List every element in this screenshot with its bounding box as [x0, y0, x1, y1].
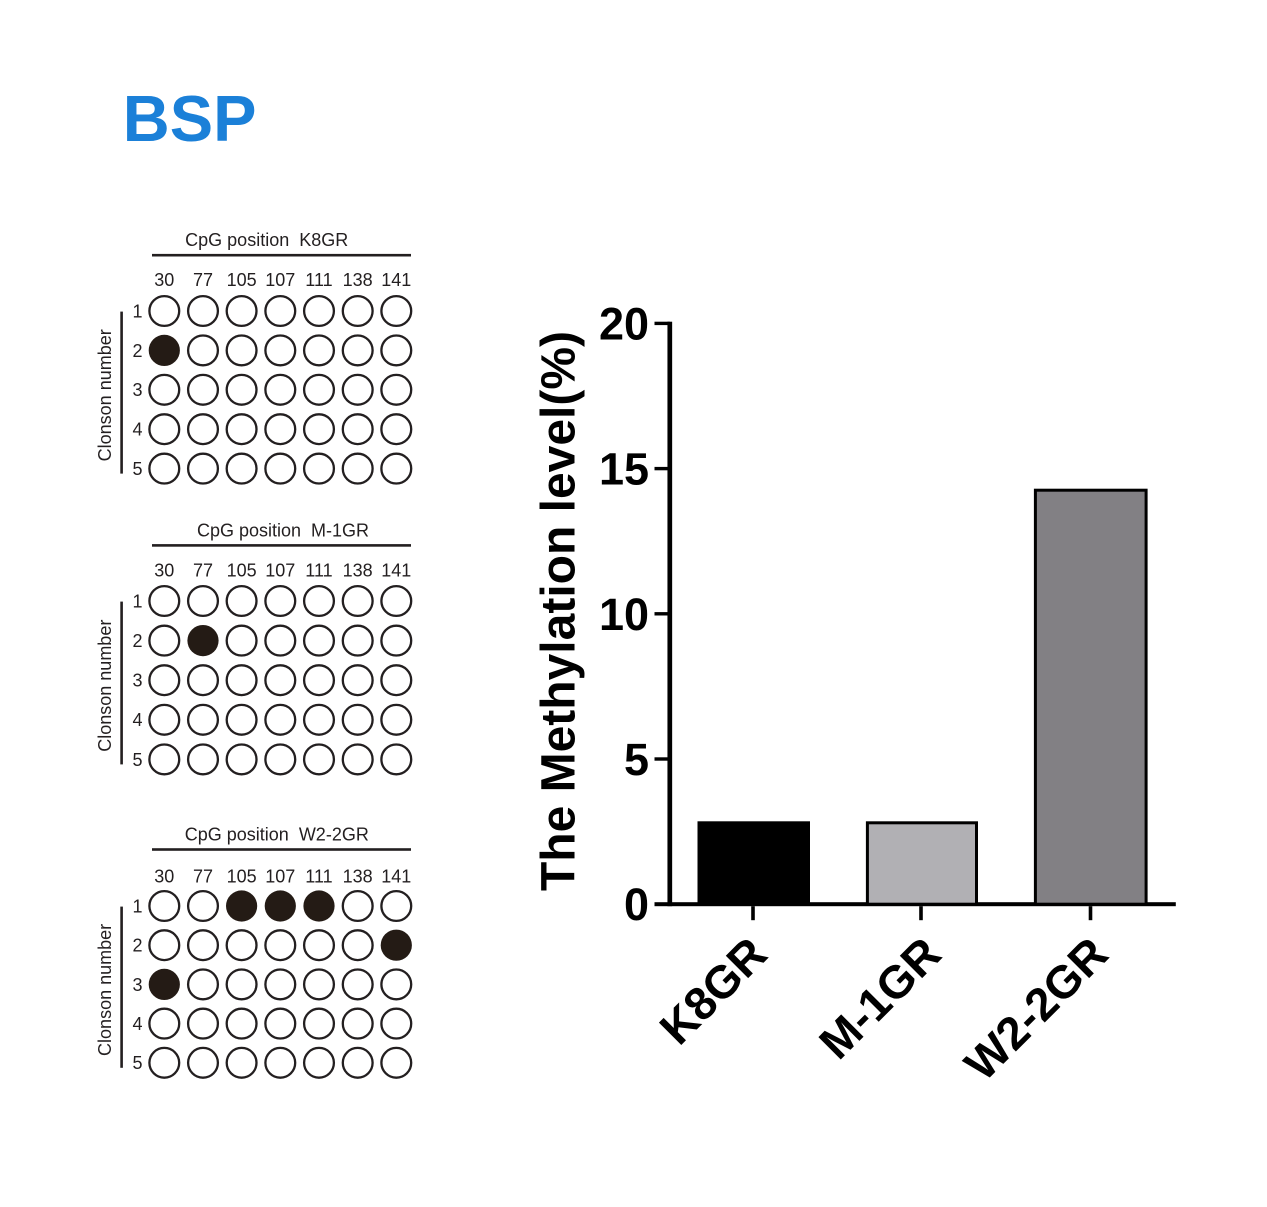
svg-text:3: 3: [132, 671, 142, 691]
svg-text:15: 15: [599, 444, 649, 495]
svg-text:W2-2GR: W2-2GR: [954, 927, 1117, 1090]
svg-text:20: 20: [599, 298, 649, 349]
svg-text:2: 2: [132, 936, 142, 956]
svg-text:77: 77: [193, 866, 213, 886]
svg-text:2: 2: [132, 341, 142, 361]
svg-text:Clonson number: Clonson number: [95, 620, 115, 752]
svg-text:3: 3: [132, 975, 142, 995]
svg-text:1: 1: [132, 591, 142, 611]
svg-text:Clonson number: Clonson number: [95, 329, 115, 461]
svg-text:141: 141: [381, 270, 411, 290]
svg-text:2: 2: [132, 631, 142, 651]
svg-text:141: 141: [381, 561, 411, 581]
svg-text:107: 107: [265, 270, 295, 290]
svg-text:The Methylation level(%): The Methylation level(%): [533, 331, 586, 891]
svg-text:CpG position M-1GR: CpG position M-1GR: [197, 520, 369, 540]
svg-text:138: 138: [343, 561, 373, 581]
svg-text:30: 30: [154, 866, 174, 886]
svg-text:77: 77: [193, 270, 213, 290]
svg-text:CpG position K8GR: CpG position K8GR: [185, 230, 348, 250]
svg-text:30: 30: [154, 270, 174, 290]
svg-text:5: 5: [132, 459, 142, 479]
svg-text:Clonson number: Clonson number: [95, 924, 115, 1056]
svg-text:30: 30: [154, 561, 174, 581]
svg-text:5: 5: [132, 1053, 142, 1073]
svg-text:138: 138: [343, 270, 373, 290]
svg-text:111: 111: [305, 270, 332, 290]
svg-text:4: 4: [132, 710, 142, 730]
svg-text:5: 5: [624, 734, 649, 785]
svg-text:105: 105: [227, 270, 257, 290]
svg-text:107: 107: [265, 866, 295, 886]
svg-text:105: 105: [227, 866, 257, 886]
svg-text:4: 4: [132, 1014, 142, 1034]
svg-text:111: 111: [305, 866, 332, 886]
svg-text:5: 5: [132, 750, 142, 770]
svg-text:10: 10: [599, 589, 649, 640]
svg-text:CpG position W2-2GR: CpG position W2-2GR: [185, 824, 369, 844]
svg-text:111: 111: [305, 561, 332, 581]
svg-text:K8GR: K8GR: [649, 927, 776, 1054]
svg-text:138: 138: [343, 866, 373, 886]
svg-text:BSP: BSP: [123, 82, 257, 155]
svg-text:1: 1: [132, 301, 142, 321]
svg-text:0: 0: [624, 879, 649, 930]
svg-text:77: 77: [193, 561, 213, 581]
svg-text:3: 3: [132, 380, 142, 400]
svg-text:107: 107: [265, 561, 295, 581]
svg-text:1: 1: [132, 896, 142, 916]
svg-text:141: 141: [381, 866, 411, 886]
svg-text:105: 105: [227, 561, 257, 581]
svg-text:4: 4: [132, 420, 142, 440]
svg-text:M-1GR: M-1GR: [809, 927, 951, 1069]
